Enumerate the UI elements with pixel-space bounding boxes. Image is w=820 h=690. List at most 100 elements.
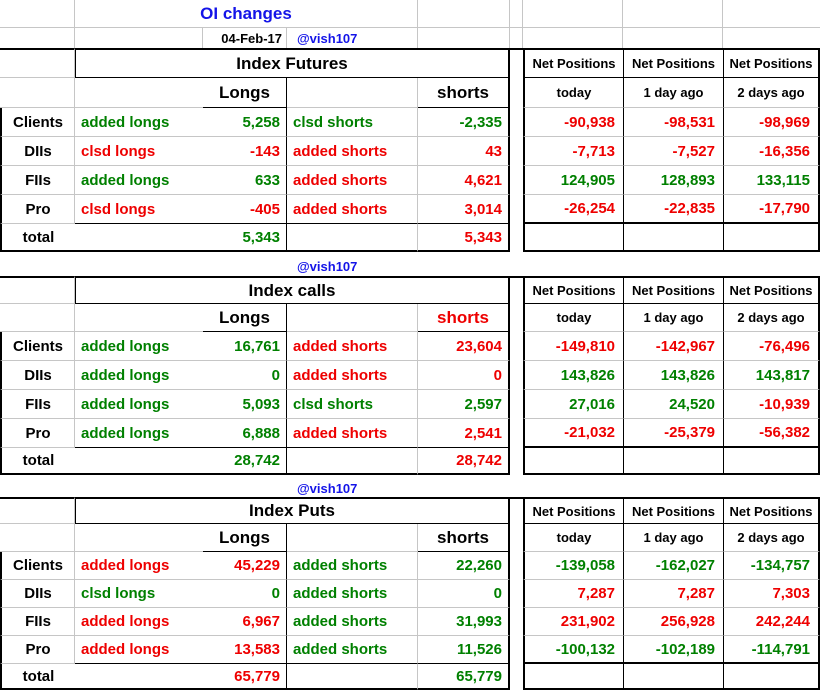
cell: [0, 497, 75, 524]
net-positions-header: Net Positions: [523, 276, 623, 304]
cell: [75, 664, 203, 690]
net-today-value: 231,902: [523, 608, 623, 636]
net-2d-value: -114,791: [723, 636, 820, 664]
net-today-value: -21,032: [523, 419, 623, 448]
cell: [75, 448, 203, 475]
cell: [510, 28, 523, 48]
net-positions-header: Net Positions: [623, 48, 723, 78]
net-1d-value: -102,189: [623, 636, 723, 664]
long-value: 5,258: [203, 108, 287, 137]
total-shorts-value: 65,779: [418, 664, 510, 690]
net-positions-header: Net Positions: [723, 48, 820, 78]
net-2d-value: -98,969: [723, 108, 820, 137]
short-value: 0: [418, 361, 510, 390]
short-value: 22,260: [418, 552, 510, 580]
cell: [623, 0, 723, 28]
cell: [723, 664, 820, 690]
cell: [723, 224, 820, 252]
short-value: 0: [418, 580, 510, 608]
net-today-value: 7,287: [523, 580, 623, 608]
net-positions-header: Net Positions: [723, 276, 820, 304]
net-2d-value: -10,939: [723, 390, 820, 419]
cell: [287, 524, 418, 552]
net-1d-value: 143,826: [623, 361, 723, 390]
long-action: added longs: [75, 390, 203, 419]
total-shorts-value: 5,343: [418, 224, 510, 252]
net-1d-value: -162,027: [623, 552, 723, 580]
net-col-today: today: [523, 524, 623, 552]
short-value: 4,621: [418, 166, 510, 195]
short-action: added shorts: [287, 332, 418, 361]
long-value: 0: [203, 580, 287, 608]
long-action: clsd longs: [75, 195, 203, 224]
short-action: clsd shorts: [287, 390, 418, 419]
cell: [723, 448, 820, 475]
net-positions-header: Net Positions: [623, 497, 723, 524]
net-2d-value: -76,496: [723, 332, 820, 361]
net-today-value: -100,132: [523, 636, 623, 664]
cell: [0, 78, 75, 108]
net-2d-value: 143,817: [723, 361, 820, 390]
cell: [510, 276, 523, 304]
cell: [523, 0, 623, 28]
section-title-calls: Index calls: [75, 276, 510, 304]
row-label: FIIs: [0, 390, 75, 419]
cell: [287, 78, 418, 108]
short-value: 43: [418, 137, 510, 166]
longs-header: Longs: [203, 78, 287, 108]
page-title: OI changes: [75, 0, 418, 28]
cell: [623, 448, 723, 475]
cell: [287, 304, 418, 332]
net-today-value: 27,016: [523, 390, 623, 419]
net-1d-value: -98,531: [623, 108, 723, 137]
net-positions-header: Net Positions: [623, 276, 723, 304]
long-value: 0: [203, 361, 287, 390]
cell: [510, 137, 523, 166]
cell: [0, 304, 75, 332]
cell: [623, 664, 723, 690]
long-value: 633: [203, 166, 287, 195]
net-positions-header: Net Positions: [723, 497, 820, 524]
row-label: FIIs: [0, 608, 75, 636]
cell: [510, 332, 523, 361]
net-today-value: 143,826: [523, 361, 623, 390]
row-label: DIIs: [0, 137, 75, 166]
short-action: added shorts: [287, 137, 418, 166]
total-shorts-value: 28,742: [418, 448, 510, 475]
cell: [0, 524, 75, 552]
cell: [523, 448, 623, 475]
cell: [418, 257, 820, 276]
cell: [510, 48, 523, 78]
long-action: added longs: [75, 419, 203, 448]
short-action: added shorts: [287, 552, 418, 580]
cell: [510, 166, 523, 195]
section-title-futures: Index Futures: [75, 48, 510, 78]
date-label: 04-Feb-17: [203, 28, 287, 48]
row-label: Pro: [0, 636, 75, 664]
cell: [510, 419, 523, 448]
short-value: 2,541: [418, 419, 510, 448]
cell: [523, 224, 623, 252]
cell: [287, 224, 418, 252]
net-col-1d: 1 day ago: [623, 304, 723, 332]
cell: [287, 448, 418, 475]
net-today-value: -149,810: [523, 332, 623, 361]
net-col-today: today: [523, 304, 623, 332]
cell: [623, 224, 723, 252]
short-action: added shorts: [287, 361, 418, 390]
cell: [523, 28, 623, 48]
long-value: 5,093: [203, 390, 287, 419]
long-value: 45,229: [203, 552, 287, 580]
cell: [510, 552, 523, 580]
cell: [623, 28, 723, 48]
short-action: added shorts: [287, 636, 418, 664]
total-label: total: [0, 448, 75, 475]
net-today-value: -7,713: [523, 137, 623, 166]
net-2d-value: 7,303: [723, 580, 820, 608]
row-label: DIIs: [0, 361, 75, 390]
cell: [510, 108, 523, 137]
cell: [510, 304, 523, 332]
net-1d-value: 256,928: [623, 608, 723, 636]
net-today-value: -90,938: [523, 108, 623, 137]
